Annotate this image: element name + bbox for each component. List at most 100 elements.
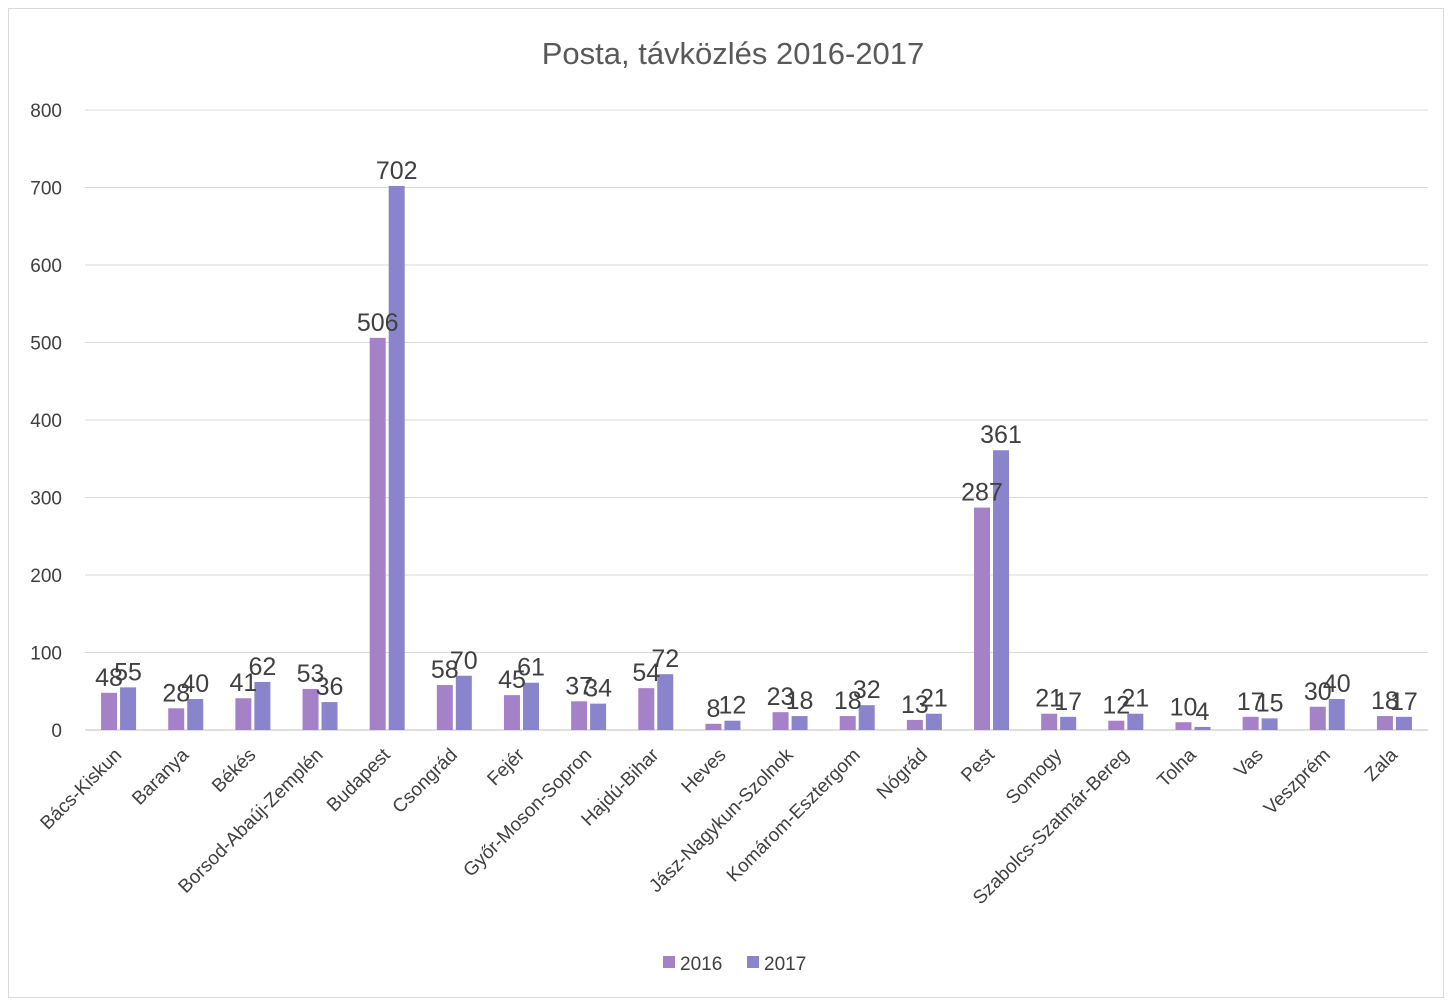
- x-tick-label: Heves: [678, 745, 731, 798]
- y-tick-label: 0: [51, 721, 62, 742]
- y-tick-label: 800: [30, 101, 62, 122]
- data-label-2016: 37: [565, 672, 593, 700]
- legend-swatch-2016: [663, 956, 675, 968]
- bar-2016: [839, 716, 856, 730]
- bar-2016: [705, 723, 722, 730]
- bar-2017: [993, 450, 1010, 730]
- bar-2016: [101, 692, 118, 730]
- data-label-2017: 702: [376, 157, 418, 185]
- legend-label-2017: 2017: [764, 954, 806, 975]
- data-label-2016: 30: [1304, 678, 1332, 706]
- bar-2016: [302, 688, 319, 730]
- x-axis-ticks: Bács-Kiskun Baranya BékésBorsod-Abaúj-Zemp…: [37, 744, 1403, 909]
- bar-2016: [1175, 722, 1192, 730]
- bar-2016: [906, 719, 923, 730]
- data-label-2017: 361: [980, 421, 1022, 449]
- bar-2016: [235, 698, 252, 730]
- data-label-2016: 48: [95, 664, 123, 692]
- x-tick-label: Komárom-Esztergom: [723, 745, 865, 887]
- bar-2017: [1395, 716, 1412, 730]
- data-label-2016: 10: [1170, 693, 1198, 721]
- data-label-2016: 12: [1102, 692, 1130, 720]
- bar-2016: [503, 695, 520, 730]
- data-label-2016: 13: [901, 691, 929, 719]
- y-tick-label: 300: [30, 489, 62, 510]
- x-tick-label: Baranya: [128, 744, 193, 809]
- y-tick-label: 500: [30, 334, 62, 355]
- legend: 2016 2017: [663, 954, 806, 975]
- data-label-2016: 18: [834, 687, 862, 715]
- data-label-2017: 17: [1054, 688, 1082, 716]
- x-tick-label: Pest: [957, 744, 999, 786]
- data-label-2017: 18: [786, 687, 814, 715]
- bar-2017: [1194, 726, 1211, 730]
- data-label-2016: 18: [1371, 687, 1399, 715]
- x-tick-label: Somogy: [1002, 744, 1066, 808]
- x-tick-label: Tolna: [1154, 744, 1201, 791]
- y-axis-ticks: 0 100 200 300 400 500 600 700 800: [30, 101, 62, 742]
- gridlines: [85, 109, 1428, 731]
- bar-chart: Posta, távközlés 2016-2017 0100200300400…: [30, 36, 1428, 975]
- bar-2016: [1041, 713, 1058, 730]
- bar-2017: [1060, 716, 1077, 730]
- data-label-2017: 36: [316, 673, 344, 701]
- bar-2017: [791, 716, 808, 730]
- data-label-2017: 32: [853, 676, 881, 704]
- data-label-2016: 53: [297, 660, 325, 688]
- bar-2016: [571, 701, 588, 730]
- y-tick-label: 700: [30, 179, 62, 200]
- x-tick-label: Vas: [1231, 745, 1268, 782]
- data-label-2017: 62: [248, 653, 276, 681]
- data-label-2017: 34: [584, 675, 612, 703]
- bar-2016: [168, 708, 185, 730]
- data-label-2017: 21: [920, 685, 948, 713]
- bar-2017: [1127, 713, 1144, 730]
- data-label-2017: 4: [1196, 698, 1210, 726]
- y-tick-label: 100: [30, 644, 62, 665]
- data-label-2016: 21: [1035, 685, 1063, 713]
- y-tick-label: 600: [30, 256, 62, 277]
- bars: [101, 185, 1412, 730]
- data-label-2016: 23: [767, 683, 795, 711]
- data-label-2017: 12: [719, 692, 747, 720]
- data-label-2017: 40: [181, 670, 209, 698]
- x-tick-label: Budapest: [323, 744, 395, 816]
- data-label-2017: 70: [450, 647, 478, 675]
- bar-2017: [1261, 718, 1278, 730]
- bar-2017: [1328, 699, 1345, 730]
- data-label-2016: 54: [632, 659, 660, 687]
- bar-2017: [120, 687, 137, 730]
- chart-title: Posta, távközlés 2016-2017: [542, 36, 925, 71]
- data-label-2017: 72: [651, 645, 679, 673]
- bar-2016: [369, 337, 386, 730]
- x-tick-label: Csongrád: [389, 745, 462, 818]
- data-label-2016: 506: [357, 309, 399, 337]
- bar-2017: [724, 720, 741, 730]
- data-label-2017: 21: [1121, 685, 1149, 713]
- bar-2017: [522, 682, 539, 730]
- data-label-2016: 41: [229, 669, 257, 697]
- data-label-2017: 15: [1256, 689, 1284, 717]
- bar-2017: [455, 675, 472, 730]
- x-tick-label: Győr-Moson-Sopron: [460, 745, 597, 882]
- x-tick-label: Békés: [208, 745, 260, 797]
- data-label-2016: 287: [961, 479, 1003, 507]
- data-label-2016: 58: [431, 656, 459, 684]
- x-tick-label: Veszprém: [1260, 745, 1335, 820]
- y-tick-label: 200: [30, 566, 62, 587]
- bar-2016: [436, 685, 453, 730]
- bar-2017: [858, 705, 875, 730]
- bar-2017: [657, 674, 674, 730]
- bar-2016: [1242, 716, 1259, 730]
- legend-label-2016: 2016: [680, 954, 722, 975]
- x-tick-label: Nógrád: [873, 745, 932, 804]
- bar-2016: [1376, 716, 1393, 730]
- bar-2016: [638, 688, 655, 730]
- y-tick-label: 400: [30, 411, 62, 432]
- legend-swatch-2017: [747, 956, 759, 968]
- data-label-2016: 28: [162, 679, 190, 707]
- bar-2016: [1309, 706, 1326, 730]
- x-tick-label: Zala: [1361, 744, 1402, 785]
- data-label-2017: 40: [1323, 670, 1351, 698]
